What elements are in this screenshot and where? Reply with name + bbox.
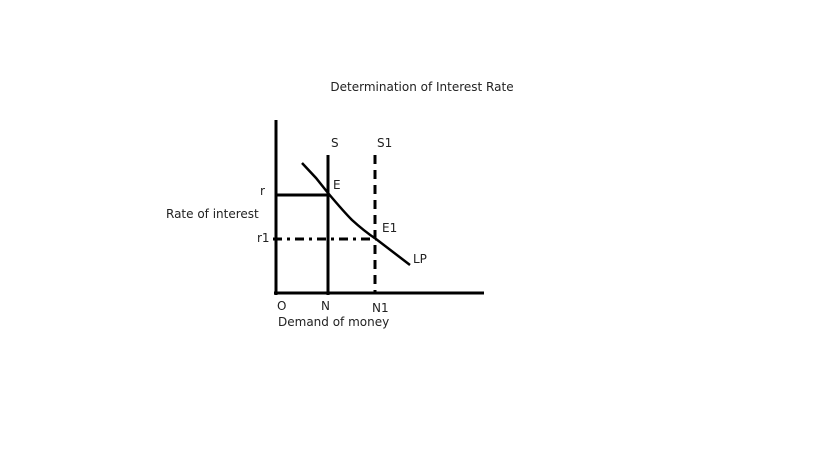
supply-s1-label: S1 xyxy=(377,136,392,150)
liquidity-preference-curve xyxy=(301,162,411,266)
equilibrium-e-label: E xyxy=(333,178,341,192)
origin-label: O xyxy=(277,299,286,313)
quantity-n-label: N xyxy=(321,299,330,313)
equilibrium-e1-label: E1 xyxy=(382,221,397,235)
x-axis-label: Demand of money xyxy=(278,315,389,329)
quantity-n1-label: N1 xyxy=(372,301,389,315)
y-axis-label: Rate of interest xyxy=(166,207,259,221)
diagram-title: Determination of Interest Rate xyxy=(330,80,513,94)
supply-s-label: S xyxy=(331,136,339,150)
rate-r-label: r xyxy=(260,184,265,198)
lp-curve-label: LP xyxy=(413,252,427,266)
rate-r1-label: r1 xyxy=(257,231,270,245)
